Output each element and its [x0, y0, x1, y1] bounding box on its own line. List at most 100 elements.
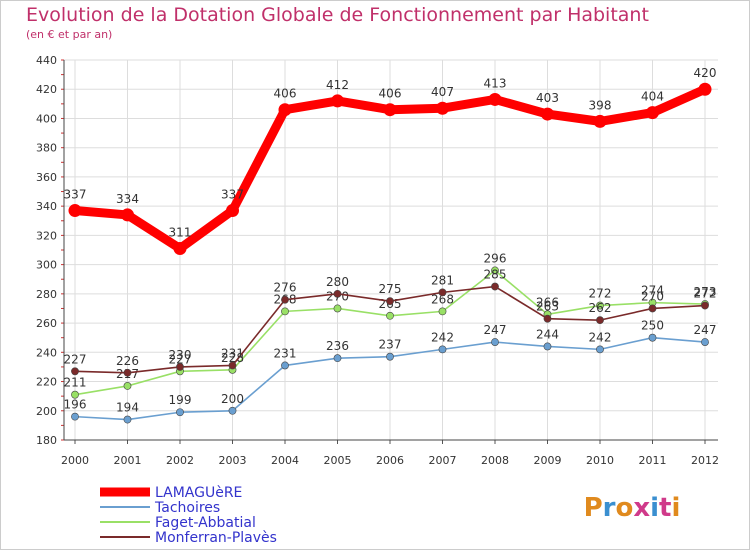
- data-label: 230: [169, 348, 192, 362]
- y-tick-label: 180: [36, 434, 57, 447]
- data-point: [228, 406, 237, 415]
- data-label: 420: [694, 66, 717, 80]
- data-label: 275: [379, 282, 402, 296]
- data-point: [543, 314, 552, 323]
- data-label: 228: [221, 351, 244, 365]
- series-1: 196 194 199 200 231 236 237 242 247 244 242 250 247: [64, 319, 716, 424]
- y-tick-label: 280: [36, 288, 57, 301]
- data-point: [648, 304, 657, 313]
- data-label: 274: [641, 284, 664, 298]
- data-point: [333, 289, 342, 298]
- data-point: [596, 316, 604, 325]
- data-label: 270: [641, 289, 664, 303]
- data-label: 227: [169, 352, 192, 366]
- y-tick-label: 360: [36, 171, 57, 184]
- data-point: [593, 114, 607, 128]
- x-tick-label: 2000: [61, 454, 89, 467]
- data-point: [281, 361, 289, 370]
- data-point: [228, 361, 237, 370]
- data-label: 236: [326, 339, 349, 353]
- data-label: 406: [379, 87, 402, 101]
- x-tick-label: 2011: [639, 454, 667, 467]
- data-label: 200: [221, 392, 244, 406]
- series-3: 227 226 230 231 276 280 275 281 285 263 262 270 272: [64, 268, 717, 377]
- chart-subtitle: (en € et par an): [26, 28, 113, 41]
- data-label: 273: [694, 285, 717, 299]
- data-point: [438, 288, 447, 297]
- data-point: [491, 266, 499, 275]
- data-label: 272: [694, 287, 717, 301]
- legend-label: Monferran-Plavès: [155, 530, 277, 546]
- y-tick-label: 220: [36, 376, 57, 389]
- data-label: 398: [589, 98, 612, 112]
- logo-letter: i: [671, 493, 680, 523]
- data-label: 413: [484, 76, 507, 90]
- data-point: [173, 242, 187, 256]
- x-tick-label: 2002: [166, 454, 194, 467]
- data-label: 263: [536, 300, 559, 314]
- data-label: 227: [64, 352, 87, 366]
- proxiti-logo: Proxiti: [584, 493, 681, 523]
- data-point: [281, 295, 289, 304]
- x-tick-label: 2010: [586, 454, 614, 467]
- data-point: [383, 103, 397, 117]
- chart-title: Evolution de la Dotation Globale de Fonc…: [26, 4, 649, 26]
- y-tick-label: 400: [36, 112, 57, 125]
- legend-label: Faget-Abbatial: [155, 515, 256, 531]
- y-tick-label: 420: [36, 83, 57, 96]
- data-point: [701, 301, 709, 310]
- data-point: [596, 301, 604, 310]
- data-point: [123, 382, 132, 390]
- data-label: 276: [274, 281, 297, 295]
- data-label: 412: [326, 78, 349, 92]
- logo-letter: o: [615, 493, 633, 523]
- data-label: 311: [169, 226, 192, 240]
- data-point: [71, 367, 79, 376]
- data-label: 403: [536, 91, 559, 105]
- data-point: [491, 282, 499, 291]
- data-point: [331, 94, 344, 108]
- data-label: 231: [221, 346, 244, 360]
- data-label: 242: [589, 330, 612, 344]
- data-point: [333, 354, 342, 363]
- data-label: 296: [484, 251, 507, 265]
- data-label: 407: [431, 85, 454, 99]
- series-0: 337 334 311 337 406 412 406 407 413 403 398 404 420: [64, 66, 717, 256]
- data-point: [491, 338, 499, 346]
- data-label: 211: [64, 376, 87, 390]
- data-point: [176, 363, 184, 371]
- x-tick-label: 2007: [429, 454, 457, 467]
- data-point: [541, 107, 554, 121]
- data-point: [386, 311, 394, 320]
- x-tick-label: 2009: [534, 454, 562, 467]
- y-tick-label: 380: [36, 142, 57, 155]
- data-point: [701, 338, 709, 346]
- data-point: [543, 342, 552, 351]
- x-tick-label: 2008: [481, 454, 509, 467]
- legend-label: LAMAGUèRE: [155, 485, 242, 501]
- y-tick-label: 440: [36, 54, 57, 67]
- logo-letter: P: [584, 493, 603, 523]
- data-point: [698, 82, 712, 96]
- x-tick-label: 2001: [114, 454, 142, 467]
- data-label: 404: [641, 90, 664, 104]
- x-tick-label: 2003: [219, 454, 247, 467]
- data-label: 406: [274, 87, 297, 101]
- data-label: 268: [431, 292, 454, 306]
- data-point: [176, 408, 184, 417]
- data-label: 262: [589, 301, 612, 315]
- data-label: 337: [221, 188, 244, 202]
- y-tick-label: 300: [36, 259, 57, 272]
- y-tick-label: 200: [36, 405, 57, 418]
- data-point: [333, 304, 342, 313]
- data-point: [123, 415, 132, 424]
- x-tick-label: 2005: [324, 454, 352, 467]
- data-label: 196: [64, 398, 87, 412]
- data-label: 226: [116, 354, 139, 368]
- x-tick-label: 2012: [691, 454, 719, 467]
- data-label: 272: [589, 287, 612, 301]
- data-point: [596, 345, 604, 354]
